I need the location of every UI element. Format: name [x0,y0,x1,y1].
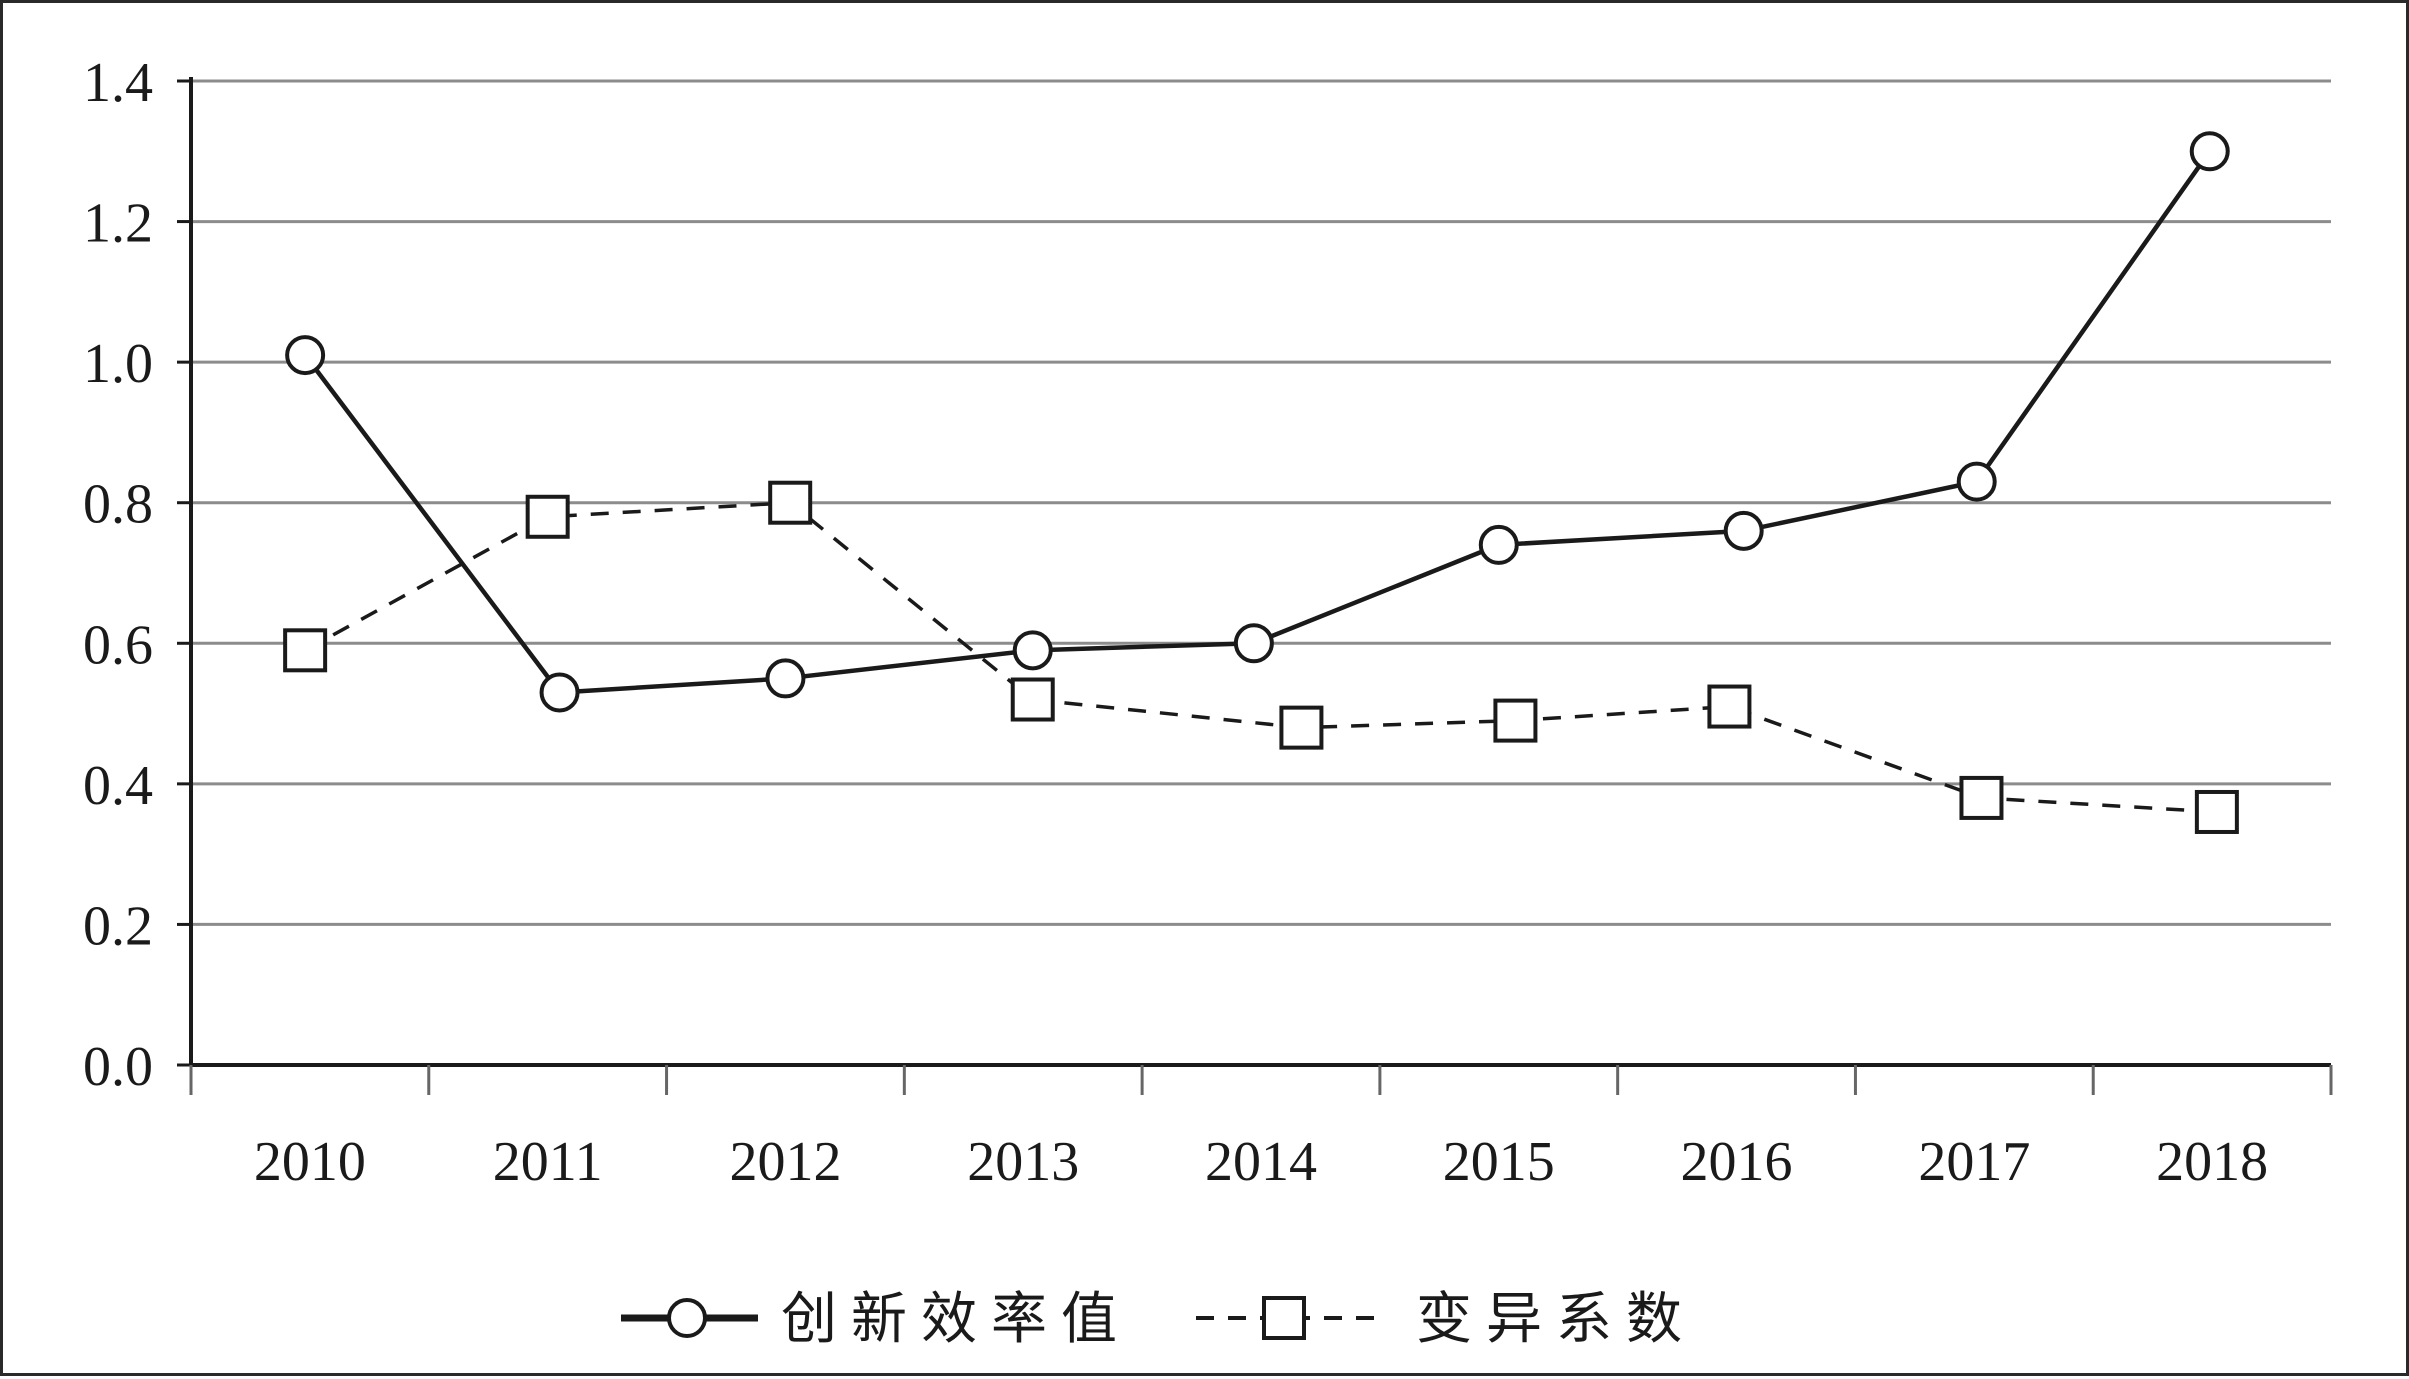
x-tick-label: 2013 [967,1131,1079,1193]
legend-variation-square-marker [1262,1296,1306,1340]
y-tick-label: 0.6 [83,614,153,676]
x-axis-tick-labels: 2010 2011 2012 2013 2014 2015 2016 2017 2018 [254,1131,2268,1193]
x-tick-label: 2017 [1918,1131,2030,1193]
y-tick-label: 0.4 [83,755,153,817]
data-point-variation [1493,698,1538,743]
x-tick-label: 2016 [1681,1131,1793,1193]
data-point-variation [1707,684,1752,729]
x-tick-label: 2010 [254,1131,366,1193]
data-point-efficiency [1723,510,1764,551]
x-tick-label: 2011 [493,1131,603,1193]
data-point-variation [1279,705,1324,750]
y-tick-label: 0.0 [83,1036,153,1098]
legend-item-variation: 变异系数 [1196,1287,1696,1352]
data-point-variation [283,628,328,673]
line-chart: 0.00.20.40.60.81.01.21.4 2010 2011 2012 201… [83,52,2333,1352]
y-tick-label: 1.4 [83,52,153,114]
series [283,131,2239,834]
x-tick-label: 2018 [2156,1131,2268,1193]
y-tick-label: 0.2 [83,895,153,957]
legend: 创新效率值 变异系数 [621,1287,1696,1352]
legend-item-efficiency: 创新效率值 [621,1287,1131,1352]
x-tick-label: 2015 [1443,1131,1555,1193]
y-tick-label: 0.8 [83,474,153,536]
data-point-variation [2194,789,2239,834]
data-point-efficiency [2189,131,2230,172]
y-tick-label: 1.2 [83,193,153,255]
legend-efficiency-label: 创新效率值 [781,1287,1131,1352]
data-point-efficiency [285,335,326,376]
y-axis-tick-labels: 0.0 0.2 0.4 0.6 0.8 1.0 1.2 1.4 [83,52,153,1098]
data-point-efficiency [1012,630,1053,671]
data-point-efficiency [539,672,580,713]
series-line-efficiency [303,149,2212,695]
x-tick-label: 2014 [1205,1131,1317,1193]
data-point-variation [1959,775,2004,820]
y-tick-label: 1.0 [83,333,153,395]
data-point-efficiency [1478,524,1519,565]
data-point-variation [1010,677,1055,722]
x-tick-label: 2012 [729,1131,841,1193]
data-point-efficiency [765,658,806,699]
data-point-variation [525,494,570,539]
axes [177,77,2333,1095]
legend-efficiency-circle-marker [667,1298,707,1338]
data-point-variation [768,480,813,525]
data-point-efficiency [1956,461,1997,502]
data-point-efficiency [1233,623,1274,664]
legend-variation-label: 变异系数 [1416,1287,1696,1352]
